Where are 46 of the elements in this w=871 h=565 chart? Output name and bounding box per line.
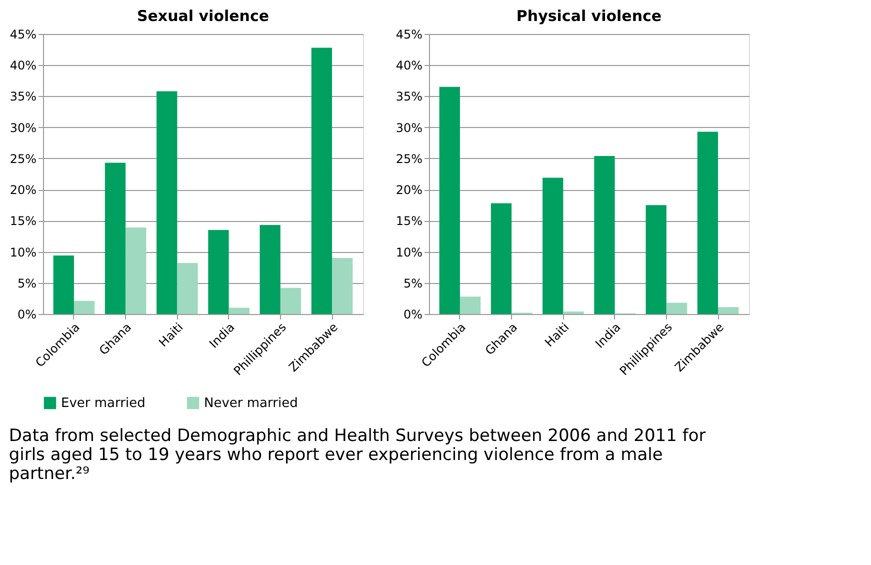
bar <box>594 156 615 314</box>
bar <box>104 162 126 314</box>
bar <box>53 256 74 314</box>
y-tick-label: 15% <box>396 214 422 228</box>
y-tick-label: 20% <box>10 183 36 198</box>
bar <box>260 225 280 314</box>
y-tick-label: 5% <box>403 276 422 290</box>
y-tick-label: 0% <box>17 308 36 322</box>
bar <box>280 288 302 314</box>
y-tick-label: 25% <box>396 152 422 166</box>
bar <box>126 228 146 314</box>
y-tick-label: 30% <box>10 120 36 135</box>
bar <box>177 262 198 314</box>
bar <box>208 230 229 314</box>
bar <box>311 48 332 314</box>
y-tick-label: 20% <box>396 183 422 198</box>
legend-label: Ever married <box>61 396 146 411</box>
legend-label: Never married <box>204 396 298 411</box>
y-tick-label: 10% <box>10 245 36 260</box>
bar <box>666 302 688 314</box>
y-tick-label: 25% <box>10 152 36 166</box>
y-tick-label: 45% <box>396 28 422 42</box>
bar <box>439 86 460 314</box>
bar <box>156 91 178 314</box>
chart-title: Sexual violence <box>136 7 270 25</box>
y-tick-label: 5% <box>17 276 36 290</box>
bar <box>228 308 250 314</box>
bar <box>460 296 481 314</box>
y-tick-label: 35% <box>396 90 422 104</box>
bar <box>542 178 564 314</box>
bar <box>74 300 95 314</box>
y-tick-label: 30% <box>396 120 422 135</box>
y-tick-label: 40% <box>396 58 422 73</box>
bar <box>718 307 739 314</box>
bar <box>332 258 353 314</box>
y-tick-label: 40% <box>10 58 36 73</box>
y-tick-label: 35% <box>10 90 36 104</box>
text: Data from selected Demographic and Health Surveys between 2006 and 2011 for girls aged 15 to 19 years who report ever experiencing violence from a male partner.²⁹ <box>8 426 706 484</box>
bar <box>697 132 718 314</box>
bar <box>490 203 512 314</box>
y-tick-label: 10% <box>396 245 422 260</box>
bar <box>646 205 666 314</box>
y-tick-label: 45% <box>10 28 36 42</box>
y-tick-label: 0% <box>403 308 422 322</box>
chart-title: Physical violence <box>516 7 662 25</box>
y-tick-label: 15% <box>10 214 36 228</box>
